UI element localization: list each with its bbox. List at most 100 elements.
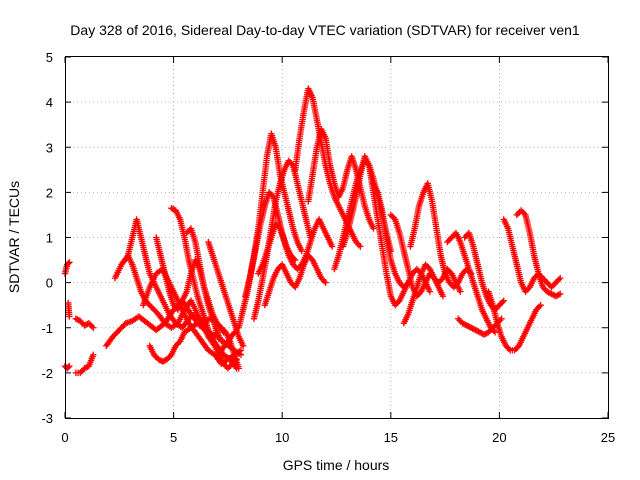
series-s18 [255,216,336,277]
series-s29 [454,315,505,338]
series-s3 [65,299,73,320]
x-axis-label: GPS time / hours [283,457,390,473]
data-point [87,321,94,328]
data-point [512,345,520,353]
data-point [237,347,245,354]
y-tick-labels: -3 -2 -1 0 1 2 3 4 5 [41,50,53,426]
y-tick-label: -1 [41,321,53,336]
y-tick-label: 3 [46,140,53,155]
data-point [226,363,233,371]
data-point [545,280,552,288]
y-tick-label: -3 [41,411,53,426]
series-s16 [242,130,305,300]
data-point [555,291,562,298]
x-tick-label: 0 [61,430,68,445]
data-point [557,290,564,298]
data-point [78,368,85,375]
grid [65,57,608,418]
data-point [169,205,177,213]
series-s13 [183,225,242,372]
data-point [557,274,564,282]
data-point [239,342,247,349]
data-point [500,297,507,304]
series-s28 [444,229,499,336]
data-point [445,237,452,244]
y-tick-label: 0 [46,276,53,291]
data-point [456,317,463,324]
data-point [515,210,522,217]
series-s32 [500,216,564,295]
data-point [505,345,513,353]
data-point [536,303,543,310]
data-point [517,207,525,214]
y-tick-label: 4 [46,95,53,110]
data-point [66,259,73,266]
data-point [552,279,560,286]
data-point [389,213,396,220]
data-point [66,313,73,320]
data-point [235,365,242,372]
data-point [65,364,72,371]
data-point [90,351,97,359]
chart-title: Day 328 of 2016, Sidereal Day-to-day VTE… [70,22,580,38]
series-s4 [72,315,97,331]
x-tick-label: 15 [384,430,398,445]
data-point [439,292,447,300]
data-point [355,241,363,249]
data-point [322,279,329,286]
data-point [446,235,454,243]
series-s33 [513,207,564,300]
y-tick-label: 5 [46,50,53,65]
data-point [499,298,506,306]
y-tick-label: 1 [46,231,53,246]
data-point [328,243,336,250]
y-tick-label: -2 [41,366,53,381]
data-point [387,211,394,219]
data-point [513,211,520,219]
data-point [224,365,232,372]
data-point [320,277,328,285]
data-point [454,315,462,322]
series-s31 [485,288,544,354]
data-point [549,282,557,289]
data-point [497,300,505,307]
series-s5 [72,351,97,377]
data-point [84,320,91,328]
x-tick-label: 25 [601,430,615,445]
series-s27 [407,180,475,291]
data-point [65,260,72,267]
data-point [551,280,558,288]
data-point [426,288,434,295]
data-point [444,238,451,246]
series-s1 [61,362,73,372]
series-s19 [261,252,329,309]
data-point [218,338,225,345]
data-point [482,330,489,337]
data-point [555,276,562,283]
data-point [496,301,503,309]
data-point [554,277,561,285]
data-point [298,247,305,255]
axis-ticks [64,56,609,419]
data-point [66,362,73,370]
x-tick-label: 10 [275,430,289,445]
plot-frame [65,56,609,419]
y-axis-label: SDTVAR / TECUs [6,181,22,293]
x-tick-label: 20 [492,430,506,445]
data-point [357,243,364,250]
data-point [74,316,81,323]
data-point [160,357,168,365]
series-s23 [339,153,412,309]
data-point [90,324,97,331]
x-tick-label: 5 [170,430,177,445]
y-tick-label: 2 [46,185,53,200]
data-point [548,283,555,291]
data-point [370,225,377,232]
data-points [61,85,564,377]
data-point [519,208,526,216]
series-s21 [305,126,377,232]
data-point [554,292,561,299]
data-point [457,288,464,295]
x-tick-labels: 0 5 10 15 20 25 [61,430,615,445]
